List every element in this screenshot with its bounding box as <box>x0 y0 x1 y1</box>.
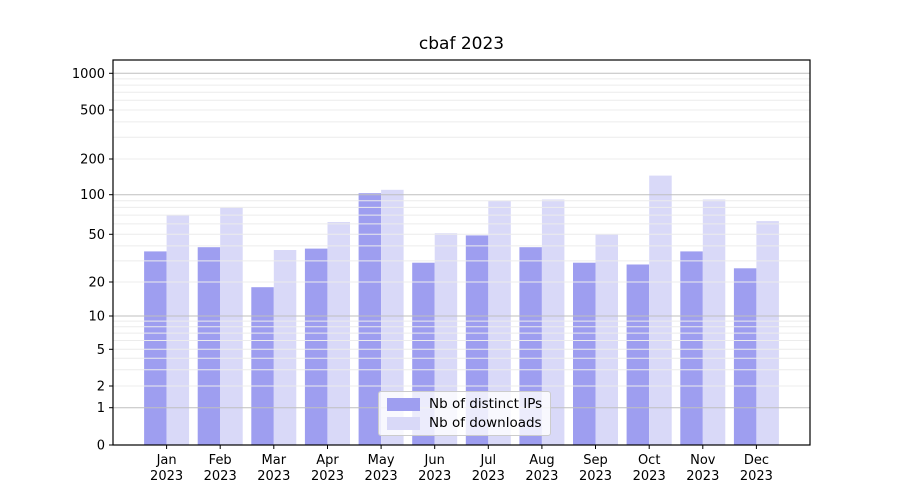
x-tick-label-month: Jun <box>424 453 445 468</box>
y-tick-label: 20 <box>88 276 105 291</box>
x-tick-label-year: 2023 <box>204 469 237 484</box>
y-tick-label: 1000 <box>72 67 105 82</box>
legend: Nb of distinct IPs Nb of downloads <box>378 391 552 436</box>
plot-border <box>112 59 811 446</box>
x-tick-label-year: 2023 <box>365 469 398 484</box>
x-tick-label-month: Mar <box>262 453 287 468</box>
y-tick-label: 0 <box>97 439 105 454</box>
x-tick-label-month: Dec <box>744 453 769 468</box>
y-tick-label: 200 <box>80 153 105 168</box>
y-tick-label: 100 <box>80 188 105 203</box>
bar-distinct-ips-8 <box>573 262 596 445</box>
y-tick-label: 1 <box>97 401 105 416</box>
bar-downloads-9 <box>649 175 672 445</box>
x-tick-label-month: Jan <box>156 453 177 468</box>
x-tick-label-year: 2023 <box>579 469 612 484</box>
y-tick-label: 50 <box>88 228 105 243</box>
x-tick-label-month: Sep <box>583 453 608 468</box>
x-tick-label-month: Apr <box>316 453 339 468</box>
y-tick-label: 2 <box>97 380 105 395</box>
bar-distinct-ips-2 <box>251 287 274 445</box>
y-tick-label: 10 <box>88 310 105 325</box>
legend-swatch-downloads-icon <box>387 416 420 430</box>
x-tick-label-year: 2023 <box>633 469 666 484</box>
y-tick-label: 5 <box>97 343 105 358</box>
x-tick-label-month: Nov <box>690 453 716 468</box>
x-tick-label-month: Feb <box>209 453 232 468</box>
x-tick-label-year: 2023 <box>257 469 290 484</box>
x-tick-label-year: 2023 <box>472 469 505 484</box>
bar-downloads-2 <box>273 250 297 445</box>
x-tick-label-year: 2023 <box>686 469 719 484</box>
x-tick-label-year: 2023 <box>740 469 773 484</box>
bar-downloads-4 <box>381 189 404 445</box>
x-axis: Jan2023Feb2023Mar2023Apr2023May2023Jun20… <box>150 445 773 484</box>
bar-downloads-6 <box>488 200 511 445</box>
bar-distinct-ips-1 <box>197 247 221 445</box>
y-tick-label: 500 <box>80 104 105 119</box>
chart-title: cbaf 2023 <box>418 34 505 54</box>
legend-item-distinct-ips: Nb of distinct IPs <box>387 396 542 412</box>
y-axis: 0 1 2 5 10 20 50 100 200 500 1000 <box>72 67 113 454</box>
bar-distinct-ips-4 <box>358 193 382 445</box>
bar-downloads-0 <box>166 215 190 445</box>
x-tick-label-year: 2023 <box>311 469 344 484</box>
x-tick-label-year: 2023 <box>418 469 451 484</box>
legend-item-downloads: Nb of downloads <box>387 415 542 431</box>
bar-distinct-ips-3 <box>304 248 328 445</box>
bar-distinct-ips-10 <box>680 251 703 445</box>
bar-distinct-ips-11 <box>733 268 757 445</box>
legend-label-downloads: Nb of downloads <box>429 415 542 431</box>
legend-label-distinct-ips: Nb of distinct IPs <box>429 396 543 412</box>
legend-swatch-distinct-ips-icon <box>387 397 420 411</box>
x-tick-label-month: Aug <box>529 453 554 468</box>
x-tick-label-month: Oct <box>638 453 660 468</box>
x-tick-label-year: 2023 <box>525 469 558 484</box>
bar-downloads-8 <box>595 234 618 445</box>
bar-distinct-ips-9 <box>626 264 650 445</box>
x-tick-label-month: May <box>368 453 395 468</box>
bar-distinct-ips-0 <box>144 251 167 445</box>
x-tick-label-year: 2023 <box>150 469 183 484</box>
x-tick-label-month: Jul <box>479 453 496 468</box>
minor-gridlines <box>113 78 810 387</box>
